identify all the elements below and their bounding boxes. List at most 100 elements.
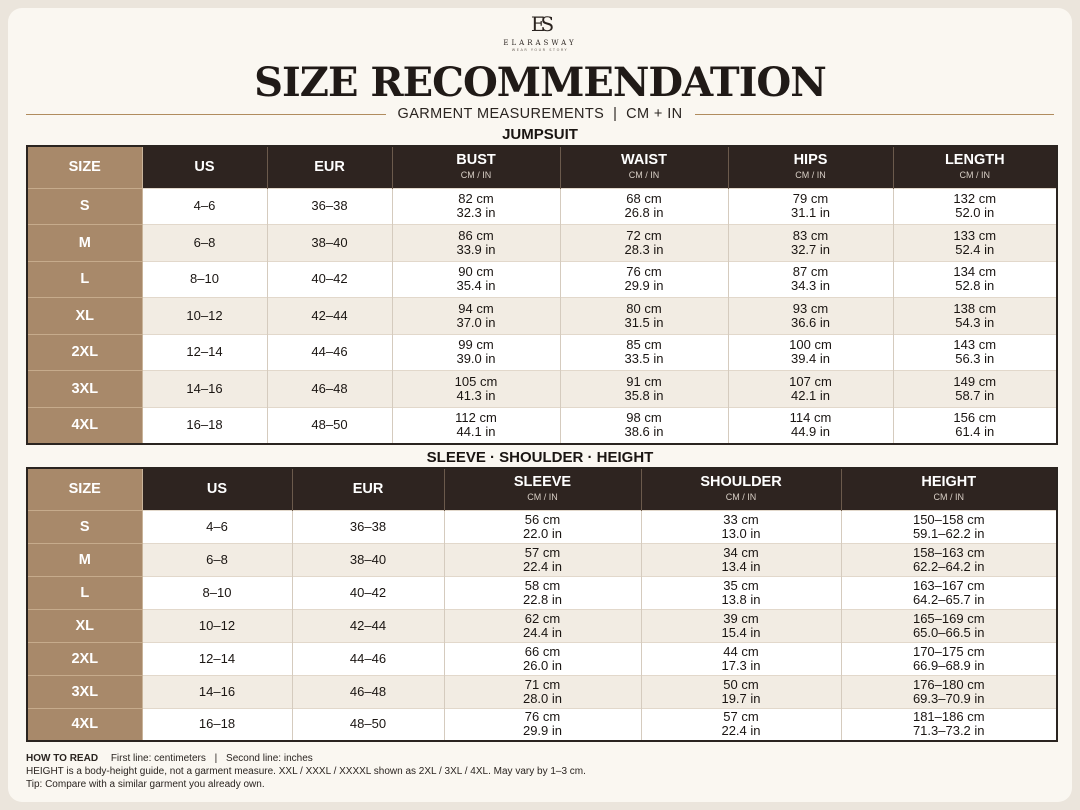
measurement-cm: 156 cm xyxy=(953,410,997,425)
measurement-cm: 76 cm xyxy=(626,264,662,280)
measurement-cell: 76 cm 29.9 in xyxy=(560,260,729,298)
measurement-cell: 163–167 cm 64.2–65.7 in xyxy=(841,575,1057,609)
us-size-cell: 14–16 xyxy=(142,674,293,708)
column-header: SIZE xyxy=(27,146,143,188)
divider-left xyxy=(26,113,386,115)
table-row: L 8–10 40–42 90 cm 35.4 in 76 cm 29.9 in 87 cm 3… xyxy=(27,260,1057,298)
column-header: US xyxy=(142,146,268,188)
measurement-cm: 91 cm xyxy=(626,373,662,389)
reading-guide: HOW TO READ First line: centimeters | Se… xyxy=(26,752,1056,791)
size-cell: L xyxy=(27,260,143,298)
measurement-cm: 176–180 cm xyxy=(912,676,985,692)
size-cell: 3XL xyxy=(27,370,143,407)
eur-size-cell: 42–44 xyxy=(292,608,445,642)
measurement-cm: 143 cm xyxy=(953,337,997,353)
us-size-cell: 12–14 xyxy=(142,333,268,371)
eur-size-cell: 46–48 xyxy=(267,370,393,407)
measurement-cm: 99 cm xyxy=(458,337,494,353)
column-header: SLEEVE CM / IN xyxy=(444,468,642,510)
measurement-in: 13.0 in xyxy=(721,525,761,541)
measurement-in: 17.3 in xyxy=(721,657,761,673)
measurement-cell: 133 cm 52.4 in xyxy=(893,224,1057,261)
measurement-cell: 79 cm 31.1 in xyxy=(728,187,894,225)
measurement-cell: 156 cm 61.4 in xyxy=(893,406,1057,444)
us-size-cell: 8–10 xyxy=(142,575,293,609)
measurement-cm: 39 cm xyxy=(723,610,759,626)
size-cell: XL xyxy=(27,297,143,334)
measurement-in: 31.5 in xyxy=(624,314,664,330)
measurement-cell: 105 cm 41.3 in xyxy=(392,370,561,407)
eur-size-cell: 44–46 xyxy=(292,641,445,675)
measurement-in: 62.2–64.2 in xyxy=(912,558,985,574)
eur-size-cell: 48–50 xyxy=(267,406,393,444)
brand-name: ELARASWAY xyxy=(503,39,577,47)
table-row: L 8–10 40–42 58 cm 22.8 in 35 cm 13.8 in 163–16… xyxy=(27,575,1057,609)
measurement-in: 26.0 in xyxy=(522,657,563,673)
table-row: 2XL 12–14 44–46 66 cm 26.0 in 44 cm 17.3 in 170… xyxy=(27,641,1057,675)
column-header: BUST CM / IN xyxy=(392,146,561,188)
eur-size-cell: 40–42 xyxy=(292,575,445,609)
jumpsuit-size-table: SIZE US EUR BUST CM / IN WAIST CM / IN HIPS CM /… xyxy=(26,145,1058,445)
column-header: SIZE xyxy=(27,468,143,510)
measurement-cell: 87 cm 34.3 in xyxy=(728,260,894,298)
second-line-note: Second line: inches xyxy=(226,753,313,764)
measurement-cell: 76 cm 29.9 in xyxy=(444,707,642,741)
eur-size-cell: 42–44 xyxy=(267,297,393,334)
measurement-in: 24.4 in xyxy=(522,624,563,640)
us-size-cell: 12–14 xyxy=(142,641,293,675)
measurement-cm: 85 cm xyxy=(626,337,662,353)
measurement-cell: 112 cm 44.1 in xyxy=(392,406,561,444)
eur-size-cell: 46–48 xyxy=(292,674,445,708)
measurement-in: 22.8 in xyxy=(522,591,563,607)
measurement-cell: 98 cm 38.6 in xyxy=(560,406,729,444)
measurement-cm: 33 cm xyxy=(723,511,759,527)
measurement-cm: 138 cm xyxy=(953,300,997,316)
measurement-cm: 44 cm xyxy=(723,643,759,659)
measurement-cm: 58 cm xyxy=(524,577,561,593)
measurement-in: 29.9 in xyxy=(522,723,563,739)
column-header-label: US xyxy=(206,481,228,498)
page-title: SIZE RECOMMENDATION xyxy=(254,59,827,106)
measurement-cm: 57 cm xyxy=(524,544,561,560)
measurement-cm: 149 cm xyxy=(953,373,997,389)
measurement-in: 44.1 in xyxy=(456,424,496,439)
measurement-cell: 86 cm 33.9 in xyxy=(392,224,561,261)
measurement-cm: 79 cm xyxy=(792,191,829,207)
us-size-cell: 16–18 xyxy=(142,406,268,444)
measurement-cell: 138 cm 54.3 in xyxy=(893,297,1057,334)
measurement-cm: 114 cm xyxy=(789,410,832,425)
us-size-cell: 8–10 xyxy=(142,260,268,298)
brand-tagline: WEAR YOUR STORY xyxy=(511,48,569,52)
measurement-in: 19.7 in xyxy=(721,690,761,706)
measurement-cm: 150–158 cm xyxy=(912,511,985,527)
measurement-in: 56.3 in xyxy=(955,351,995,367)
table-row: XL 10–12 42–44 62 cm 24.4 in 39 cm 15.4 in 165–… xyxy=(27,608,1057,642)
size-cell: 4XL xyxy=(27,406,143,444)
measurement-cell: 50 cm 19.7 in xyxy=(641,674,842,708)
column-header-label: SLEEVE xyxy=(513,473,572,490)
column-header: US xyxy=(142,468,293,510)
measurement-in: 58.7 in xyxy=(955,387,995,403)
tip-note: Tip: Compare with a similar garment you … xyxy=(26,779,265,790)
measurement-cell: 35 cm 13.8 in xyxy=(641,575,842,609)
column-header-label: EUR xyxy=(352,481,384,498)
measurement-cell: 90 cm 35.4 in xyxy=(392,260,561,298)
measurement-cm: 170–175 cm xyxy=(912,643,985,659)
measurement-cell: 170–175 cm 66.9–68.9 in xyxy=(841,641,1057,675)
column-header-label: LENGTH xyxy=(944,151,1005,168)
column-header-label: BUST xyxy=(456,151,496,168)
measurement-cell: 34 cm 13.4 in xyxy=(641,542,842,576)
measurement-cm: 76 cm xyxy=(524,709,561,725)
measurement-cell: 107 cm 42.1 in xyxy=(728,370,894,407)
measurement-cell: 39 cm 15.4 in xyxy=(641,608,842,642)
column-header-label: SIZE xyxy=(68,481,101,498)
measurement-cell: 66 cm 26.0 in xyxy=(444,641,642,675)
eur-size-cell: 38–40 xyxy=(292,542,445,576)
column-header-label: HEIGHT xyxy=(921,473,977,490)
measurement-cell: 99 cm 39.0 in xyxy=(392,333,561,371)
column-header-unit: CM / IN xyxy=(959,169,991,180)
brand-monogram: ES xyxy=(530,12,554,36)
us-size-cell: 10–12 xyxy=(142,297,268,334)
us-size-cell: 6–8 xyxy=(142,542,293,576)
measurement-cell: 150–158 cm 59.1–62.2 in xyxy=(841,509,1057,543)
